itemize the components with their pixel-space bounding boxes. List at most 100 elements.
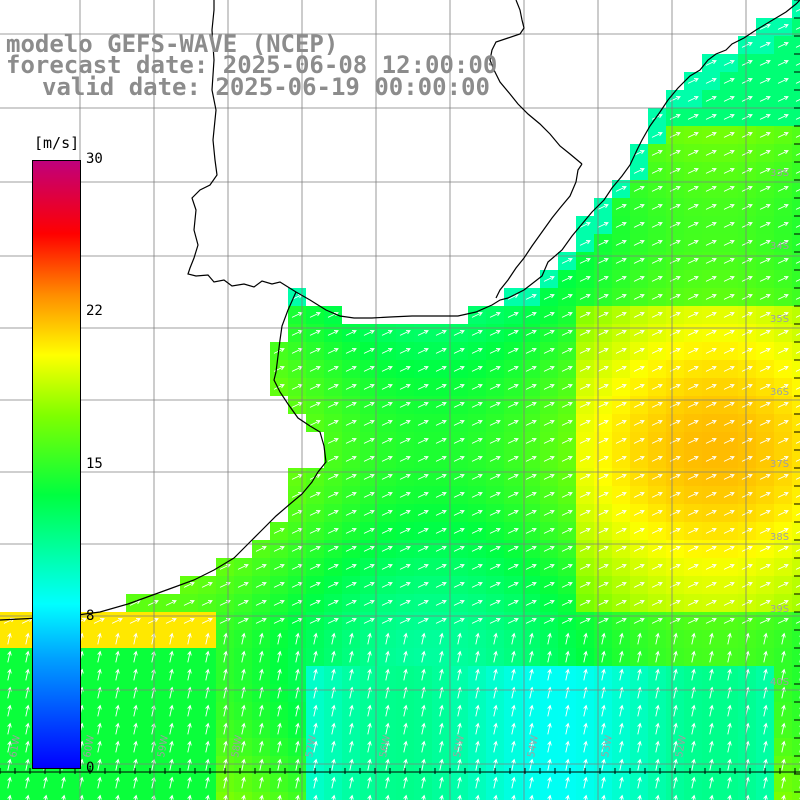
wind-arrow <box>259 740 264 753</box>
wind-arrow <box>741 545 753 552</box>
wind-arrow <box>115 758 120 771</box>
wind-arrow <box>687 545 699 552</box>
wind-arrow <box>687 131 699 138</box>
wind-arrow <box>597 293 609 300</box>
wind-arrow <box>561 329 573 336</box>
wind-arrow <box>705 545 717 552</box>
wind-arrow <box>655 776 660 789</box>
wind-arrow <box>435 509 447 516</box>
wind-speed-cell <box>666 792 684 800</box>
wind-speed-cell <box>702 792 720 800</box>
wind-arrow <box>295 776 300 789</box>
wind-arrow <box>777 113 789 120</box>
wind-arrow <box>687 581 699 588</box>
wind-arrow <box>759 509 771 516</box>
wind-arrow <box>367 632 372 645</box>
wind-arrow <box>547 704 552 717</box>
wind-arrow <box>759 563 771 570</box>
wind-arrow <box>439 632 444 645</box>
wind-arrow <box>417 527 429 534</box>
wind-arrow <box>525 545 537 552</box>
wind-arrow <box>399 329 411 336</box>
wind-arrow <box>367 776 372 789</box>
wind-arrow <box>529 758 534 771</box>
wind-arrow <box>511 704 516 717</box>
wind-arrow <box>327 599 339 606</box>
wind-arrow <box>723 257 735 264</box>
wind-arrow <box>687 455 699 462</box>
wind-arrow <box>453 365 465 372</box>
wind-speed-cell <box>792 288 800 306</box>
wind-arrow <box>385 740 390 753</box>
wind-arrow <box>529 668 534 681</box>
wind-arrow <box>655 668 660 681</box>
wind-arrow <box>795 386 800 390</box>
wind-arrow <box>453 491 465 498</box>
wind-arrow <box>709 794 714 800</box>
wind-arrow <box>453 509 465 516</box>
wind-arrow <box>439 704 444 717</box>
wind-speed-cell <box>234 792 252 800</box>
wind-arrow <box>133 668 138 681</box>
wind-arrow <box>255 617 267 624</box>
wind-arrow <box>345 329 357 336</box>
wind-arrow <box>651 167 663 174</box>
wind-arrow <box>7 758 12 771</box>
wind-arrow <box>457 776 462 789</box>
wind-arrow <box>565 776 570 789</box>
wind-arrow <box>309 347 321 354</box>
wind-arrow <box>525 401 537 408</box>
latitude-label: 38S <box>770 532 789 543</box>
wind-arrow <box>115 650 120 663</box>
wind-arrow <box>403 668 408 681</box>
colorbar <box>32 160 81 769</box>
wind-arrow <box>637 704 642 717</box>
wind-arrow <box>583 722 588 735</box>
longitude-label: 57W <box>304 734 319 758</box>
wind-arrow <box>691 650 696 663</box>
wind-arrow <box>687 77 699 84</box>
wind-arrow <box>561 455 573 462</box>
wind-arrow <box>579 347 591 354</box>
wind-arrow <box>615 545 627 552</box>
wind-arrow <box>759 203 771 210</box>
wind-arrow <box>255 599 267 606</box>
wind-arrow <box>687 401 699 408</box>
wind-arrow <box>259 776 264 789</box>
wind-arrow <box>597 563 609 570</box>
wind-arrow <box>489 581 501 588</box>
wind-arrow <box>525 509 537 516</box>
wind-speed-cell <box>522 792 540 800</box>
wind-arrow <box>417 509 429 516</box>
wind-arrow <box>633 365 645 372</box>
wind-arrow <box>223 632 228 645</box>
wind-arrow <box>759 59 771 66</box>
wind-arrow <box>187 650 192 663</box>
wind-arrow <box>489 491 501 498</box>
wind-arrow <box>453 473 465 480</box>
wind-arrow <box>619 668 624 681</box>
wind-arrow <box>781 650 786 663</box>
wind-arrow <box>435 401 447 408</box>
wind-arrow <box>205 650 210 663</box>
wind-arrow <box>205 704 210 717</box>
wind-speed-cell <box>792 720 800 738</box>
wind-arrow <box>705 257 717 264</box>
wind-arrow <box>147 617 159 624</box>
wind-arrow <box>759 95 771 102</box>
wind-arrow <box>115 794 120 800</box>
wind-arrow <box>687 257 699 264</box>
wind-arrow <box>777 401 789 408</box>
wind-arrow <box>511 650 516 663</box>
wind-arrow <box>777 473 789 480</box>
wind-arrow <box>597 527 609 534</box>
coastline <box>0 0 800 621</box>
wind-arrow <box>403 722 408 735</box>
wind-arrow <box>651 203 663 210</box>
wind-arrow <box>471 563 483 570</box>
wind-arrow <box>453 617 465 624</box>
wind-arrow <box>687 167 699 174</box>
wind-arrow <box>723 311 735 318</box>
wind-arrow <box>723 221 735 228</box>
wind-arrow <box>187 758 192 771</box>
